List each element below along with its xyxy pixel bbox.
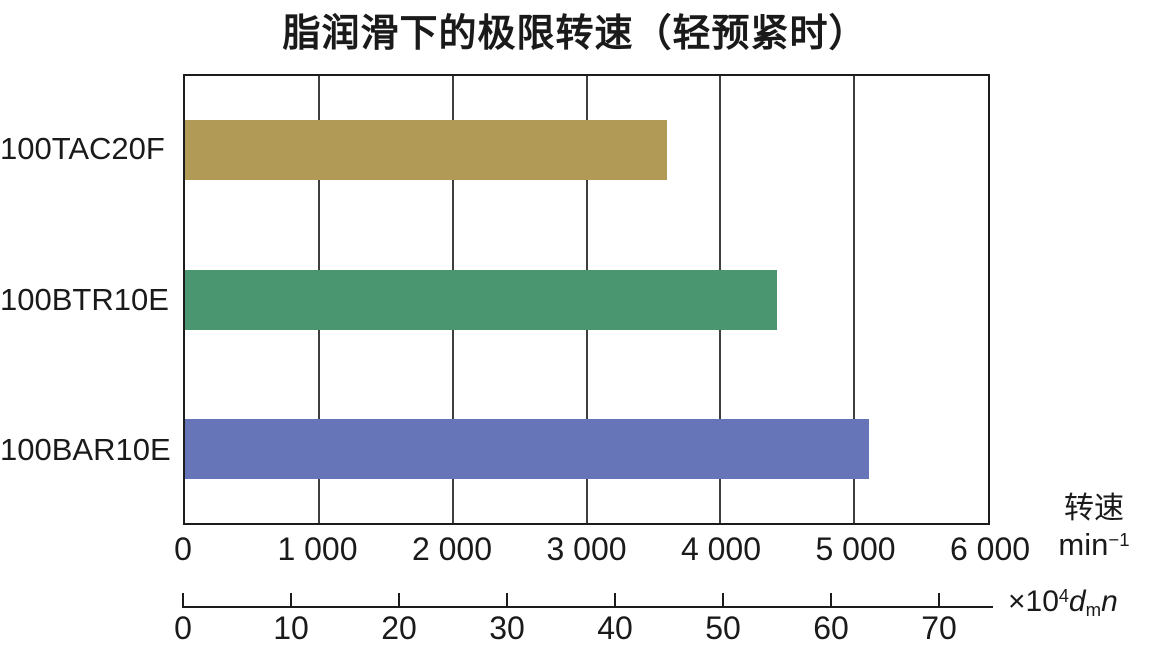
secondary-axis-unit: ×104dmn: [1008, 585, 1118, 620]
secondary-axis-exponent: 4: [1058, 586, 1069, 606]
chart-title: 脂润滑下的极限转速（轻预紧时）: [282, 13, 868, 55]
plot-area: [183, 74, 990, 525]
x-axis-unit-block: 转速 min−1: [1040, 492, 1148, 562]
x-tick-label-5000: 5 000: [815, 531, 896, 567]
secondary-tick-20: [398, 593, 400, 608]
secondary-tick-50: [721, 593, 724, 608]
x-tick-label-0: 0: [174, 531, 192, 567]
bar-100BAR10E: [185, 418, 869, 479]
x-tick-label-6000: 6 000: [949, 531, 1031, 567]
secondary-axis-var-n: n: [1101, 585, 1118, 618]
secondary-tick-label-70: 70: [921, 610, 957, 646]
secondary-tick-10: [290, 593, 292, 608]
category-label-100BTR10E: 100BTR10E: [0, 281, 169, 317]
category-labels: 100TAC20F 100BTR10E 100BAR10E: [0, 74, 171, 525]
secondary-tick-0: [182, 593, 184, 608]
x-axis-tick-labels: 0 1 000 2 000 3 000 4 000 5 000 6 000: [174, 531, 1030, 569]
x-tick-label-3000: 3 000: [546, 531, 627, 567]
secondary-tick-label-10: 10: [273, 610, 309, 646]
x-axis-unit-exponent: −1: [1108, 528, 1130, 550]
secondary-tick-label-0: 0: [174, 610, 192, 646]
secondary-axis-ticks: [182, 593, 993, 608]
secondary-tick-label-60: 60: [813, 610, 849, 646]
secondary-axis-subscript-m: m: [1085, 599, 1102, 620]
secondary-tick-label-40: 40: [597, 610, 633, 646]
x-tick-label-4000: 4 000: [680, 531, 762, 567]
bar-100TAC20F: [185, 120, 667, 181]
secondary-axis-var-d: d: [1068, 585, 1086, 618]
secondary-axis-tick-labels: 0 10 20 30 40 50 60 70: [174, 610, 993, 650]
secondary-tick-label-30: 30: [489, 610, 525, 646]
category-label-100TAC20F: 100TAC20F: [0, 131, 165, 167]
secondary-tick-60: [830, 593, 832, 608]
bar-100BTR10E: [185, 269, 777, 330]
x-axis-name: 转速: [1064, 492, 1124, 525]
category-label-100BAR10E: 100BAR10E: [0, 431, 171, 467]
gridline-5000: [853, 76, 856, 523]
secondary-tick-label-20: 20: [381, 610, 417, 646]
x-tick-label-1000: 1 000: [277, 531, 358, 567]
secondary-axis-line: [183, 606, 993, 608]
secondary-tick-70: [938, 593, 940, 608]
x-axis-unit: min−1: [1058, 526, 1130, 562]
secondary-tick-30: [506, 593, 508, 608]
x-tick-label-2000: 2 000: [411, 531, 493, 567]
secondary-tick-40: [614, 593, 616, 608]
secondary-tick-label-50: 50: [705, 610, 741, 646]
